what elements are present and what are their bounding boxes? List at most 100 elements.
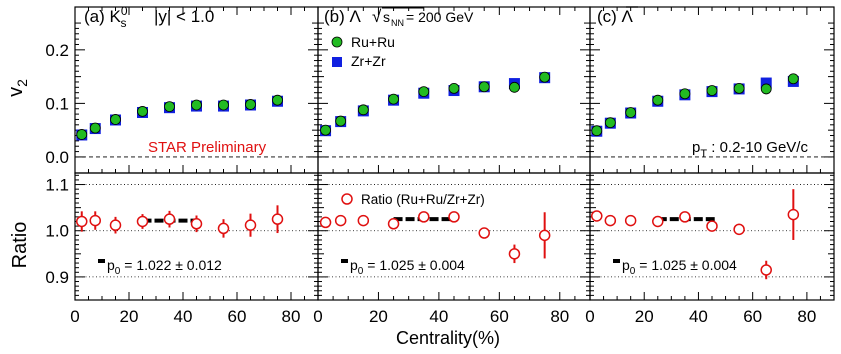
y-axis-title-ratio: Ratio — [9, 222, 31, 269]
data-point-ru — [733, 82, 745, 94]
ratio-point — [448, 211, 460, 223]
ratio-point — [760, 264, 772, 276]
data-point-ru — [652, 94, 664, 106]
ratio-point — [478, 227, 490, 239]
ratio-point — [89, 214, 101, 227]
y-tick-label: 0.2 — [45, 41, 69, 60]
fit-label: p0 = 1.025 ± 0.004 — [350, 257, 465, 277]
data-point-ru — [509, 81, 520, 93]
ratio-point — [190, 218, 203, 230]
ratio-point — [679, 211, 691, 223]
fit-label: p0 = 1.025 ± 0.004 — [622, 257, 737, 277]
data-point-ru — [137, 106, 148, 117]
legend-zr-marker — [332, 57, 342, 67]
fit-legend-marker — [341, 259, 348, 263]
data-point-ru — [110, 114, 121, 125]
ratio-point — [334, 214, 347, 227]
ratio-point — [787, 208, 800, 221]
ratio-point — [109, 219, 122, 231]
ratio-point — [271, 213, 284, 225]
panel-b-title: (b) Λ — [324, 7, 362, 26]
ratio-point — [319, 216, 332, 229]
data-point-ru — [320, 124, 331, 136]
ratio-point — [508, 248, 521, 260]
data-point-ru — [335, 115, 347, 127]
ratio-point — [604, 214, 617, 227]
svg-text:= 200 GeV: = 200 GeV — [406, 9, 474, 25]
data-point-ru — [245, 99, 256, 110]
data-point-ru — [679, 88, 691, 100]
x-tick-label: 20 — [369, 307, 388, 326]
x-tick-label: 40 — [429, 307, 448, 326]
x-tick-label: 60 — [228, 307, 247, 326]
x-tick-label: 80 — [797, 307, 816, 326]
ratio-point — [706, 220, 718, 232]
data-point-ru — [418, 86, 430, 98]
data-point-ru — [357, 104, 369, 116]
data-point-ru — [191, 99, 202, 111]
ratio-point — [357, 214, 370, 227]
x-tick-label: 40 — [174, 307, 193, 326]
y-tick-label: 1.0 — [45, 222, 69, 241]
ratio-point — [652, 215, 664, 228]
legend-ru-marker — [331, 36, 343, 48]
y-tick-label: 0.0 — [45, 148, 69, 167]
fit-label: p0 = 1.022 ± 0.012 — [107, 257, 222, 277]
data-point-ru — [591, 125, 603, 137]
data-point-ru — [89, 122, 101, 134]
y-tick-label: 0.1 — [45, 94, 69, 113]
ratio-point — [217, 222, 230, 235]
panel-frame-bottom — [589, 172, 835, 301]
x-tick-label: 80 — [550, 307, 569, 326]
panel-a-rapidity: |y| < 1.0 — [154, 7, 214, 26]
data-point-ru — [478, 81, 490, 93]
svg-text:√: √ — [372, 7, 382, 26]
data-point-ru — [604, 117, 616, 129]
svg-text:s: s — [383, 9, 390, 25]
data-point-ru — [448, 82, 460, 94]
x-tick-label: 20 — [635, 307, 654, 326]
energy-label: √ s NN = 200 GeV — [372, 7, 474, 28]
preliminary-label: STAR Preliminary — [148, 139, 267, 156]
x-tick-label: 80 — [282, 307, 301, 326]
ratio-point — [163, 213, 176, 225]
x-tick-label: 60 — [490, 307, 509, 326]
x-tick-label: 0 — [313, 307, 322, 326]
ratio-point — [244, 219, 257, 231]
ratio-point — [387, 218, 400, 230]
y-tick-label: 0.9 — [45, 268, 69, 287]
ratio-point — [733, 223, 745, 236]
ratio-point — [591, 210, 603, 222]
data-point-zr — [760, 77, 772, 89]
svg-text:NN: NN — [391, 18, 404, 28]
pt-range-label: pT : 0.2-10 GeV/c — [692, 139, 808, 160]
x-tick-label: 0 — [70, 307, 79, 326]
legend-ru-label: Ru+Ru — [351, 34, 395, 50]
data-point-ru — [218, 99, 229, 111]
x-tick-label: 0 — [585, 307, 594, 326]
y-axis-title-v2: v2 — [5, 79, 30, 97]
data-point-ru — [272, 94, 283, 106]
data-point-ru — [706, 85, 718, 96]
data-point-ru — [388, 93, 399, 105]
ratio-point — [624, 214, 637, 227]
panel-c-title: (c) Λ — [597, 7, 634, 26]
x-tick-label: 60 — [743, 307, 762, 326]
x-axis-title: Centrality(%) — [396, 328, 500, 348]
x-tick-label: 20 — [120, 307, 139, 326]
panel-frame-bottom — [74, 172, 319, 301]
panel-a-title: (a) K0 s — [84, 4, 128, 30]
data-point-ru — [76, 129, 88, 140]
data-point-ru — [760, 83, 772, 95]
legend-ratio-label: Ratio (Ru+Ru/Zr+Zr) — [361, 192, 485, 207]
ratio-point — [418, 211, 430, 223]
y-tick-label: 1.1 — [45, 176, 69, 195]
ratio-point — [538, 229, 551, 242]
data-point-ru — [625, 107, 637, 118]
data-point-ru — [539, 71, 551, 83]
legend-ratio-marker — [341, 193, 353, 205]
x-tick-label: 40 — [689, 307, 708, 326]
data-point-ru — [787, 73, 799, 85]
ratio-point — [76, 215, 88, 228]
